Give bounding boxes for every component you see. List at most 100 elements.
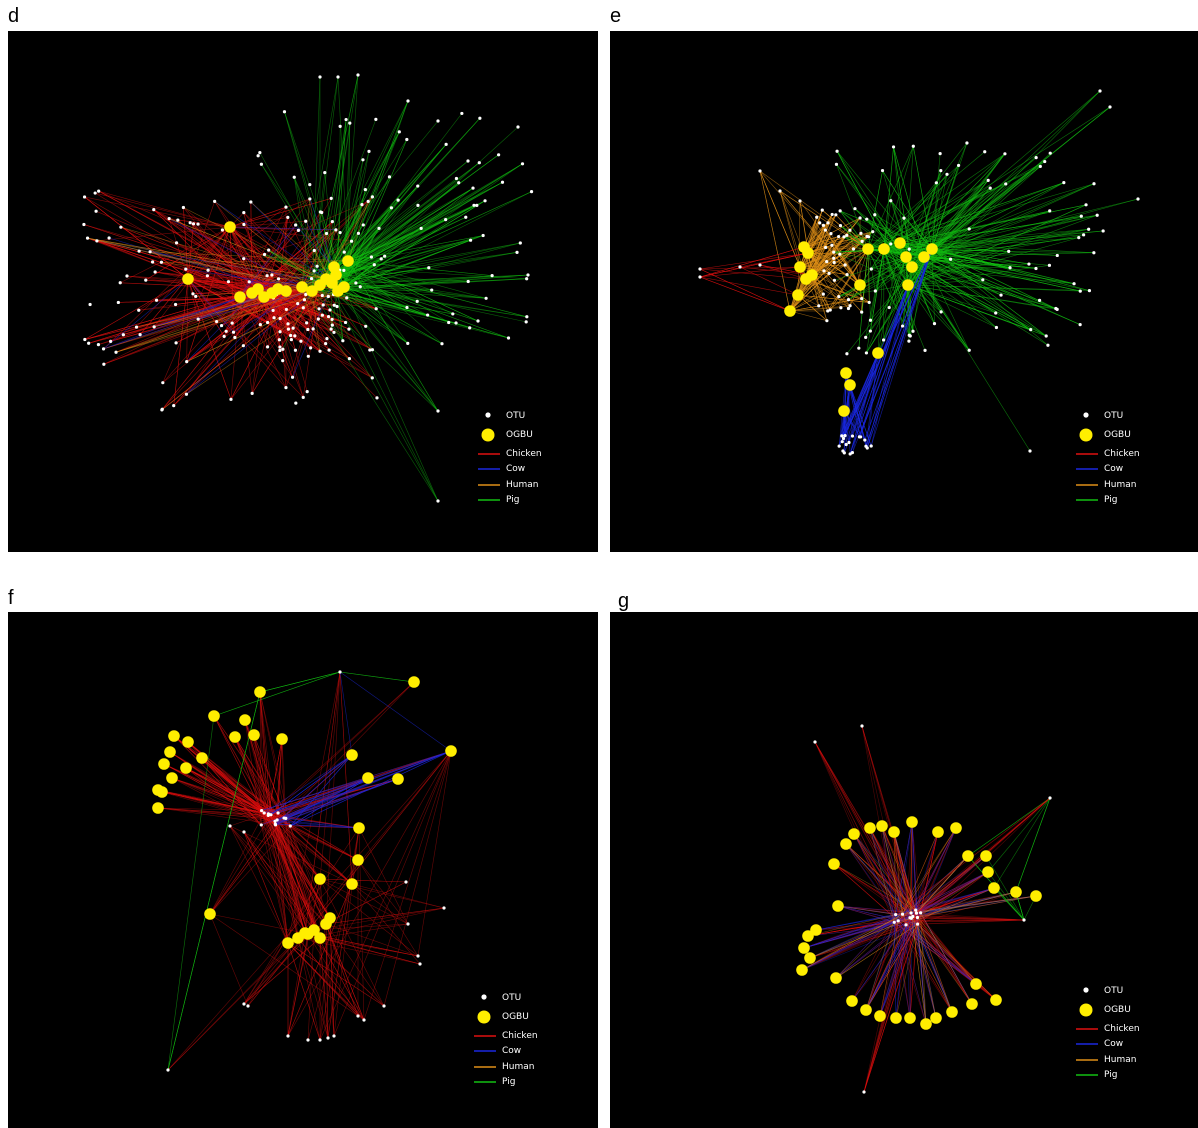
network-edge xyxy=(865,923,918,1011)
network-edge xyxy=(833,248,885,253)
network-edge xyxy=(893,831,918,918)
otu-node xyxy=(304,292,308,297)
network-edge xyxy=(899,106,1111,244)
otu-node xyxy=(278,316,282,321)
network-edge xyxy=(270,814,327,925)
network-edge xyxy=(331,274,529,284)
network-edge xyxy=(290,825,353,885)
network-edge xyxy=(281,738,285,819)
network-edge xyxy=(185,767,291,827)
ogbu-node xyxy=(926,243,938,255)
network-edge xyxy=(910,855,969,914)
network-edge xyxy=(243,831,289,944)
ogbu-node xyxy=(208,710,220,722)
ogbu-node xyxy=(950,822,962,834)
otu-node xyxy=(324,342,328,346)
network-edge xyxy=(828,248,869,274)
network-edge xyxy=(845,843,916,911)
ogbu-node xyxy=(966,998,978,1010)
network-edge xyxy=(883,230,1104,250)
network-edge xyxy=(815,913,903,931)
otu-node xyxy=(102,362,106,366)
network-edge xyxy=(865,923,918,1011)
otu-node xyxy=(481,233,485,238)
ogbu-marker-icon xyxy=(1079,428,1093,441)
network-edge xyxy=(898,887,995,922)
network-edge xyxy=(268,815,321,880)
otu-node xyxy=(356,231,361,235)
network-edge xyxy=(858,248,869,349)
network-edge xyxy=(253,734,276,825)
otu-node xyxy=(857,346,861,350)
otu-node xyxy=(372,263,376,267)
network-edge xyxy=(895,914,911,1019)
ogbu-node xyxy=(445,745,457,757)
otu-node xyxy=(904,923,908,927)
ogbu-marker-icon xyxy=(481,428,495,441)
otu-node xyxy=(121,333,125,337)
network-edge xyxy=(339,671,415,683)
network-edge xyxy=(759,170,801,268)
otu-node xyxy=(344,117,348,122)
otu-node xyxy=(820,208,824,212)
otu-node xyxy=(330,219,334,224)
network-edge xyxy=(285,818,360,829)
network-edge xyxy=(902,914,953,1013)
network-edge xyxy=(347,144,447,262)
otu-node xyxy=(518,241,522,245)
network-edge xyxy=(234,736,278,821)
network-edge xyxy=(234,736,285,819)
otu-node xyxy=(1092,251,1096,255)
network-edge xyxy=(330,290,339,330)
otu-node xyxy=(857,435,861,439)
network-edge xyxy=(87,237,265,298)
network-edge xyxy=(814,741,907,925)
network-edge xyxy=(803,922,895,949)
human-line-icon xyxy=(1076,1058,1098,1061)
network-edge xyxy=(270,814,289,944)
network-edge xyxy=(319,878,445,909)
network-edge xyxy=(833,863,899,922)
network-edge xyxy=(912,855,969,917)
network-edge xyxy=(319,827,360,1041)
network-edge xyxy=(909,917,977,985)
network-edge xyxy=(171,777,278,821)
network-edge xyxy=(185,767,279,814)
network-edge xyxy=(915,855,987,911)
network-edge xyxy=(699,268,791,312)
network-edge xyxy=(268,813,289,944)
ogbu-node xyxy=(308,924,320,936)
network-edge xyxy=(325,923,419,957)
network-edge xyxy=(869,827,899,921)
otu-node xyxy=(939,169,943,173)
network-edge xyxy=(865,912,917,1011)
human-line-icon xyxy=(474,1065,496,1068)
otu-node xyxy=(863,438,867,442)
network-edge xyxy=(865,922,895,1011)
otu-node xyxy=(369,255,374,259)
network-edge xyxy=(859,248,933,437)
network-edge xyxy=(920,912,973,1005)
network-edge xyxy=(917,891,1017,918)
network-edge xyxy=(803,246,854,250)
legend-item-human: Human xyxy=(474,1060,564,1076)
otu-node xyxy=(338,670,342,674)
network-edge xyxy=(860,248,885,285)
network-edge xyxy=(869,827,911,918)
network-edge xyxy=(920,855,987,914)
network-edge xyxy=(811,214,833,276)
otu-node xyxy=(436,119,440,123)
network-edge xyxy=(869,827,912,914)
otu-node xyxy=(1004,182,1008,186)
network-edge xyxy=(311,290,439,412)
network-edge xyxy=(865,912,921,1011)
network-edge xyxy=(162,226,231,383)
otu-node xyxy=(823,228,827,232)
network-edge xyxy=(851,918,912,1002)
network-edge xyxy=(301,286,321,352)
otu-node xyxy=(153,270,157,274)
network-edge xyxy=(234,736,262,811)
otu-node xyxy=(1034,156,1038,160)
network-edge xyxy=(169,218,303,288)
network-edge xyxy=(909,917,918,1019)
